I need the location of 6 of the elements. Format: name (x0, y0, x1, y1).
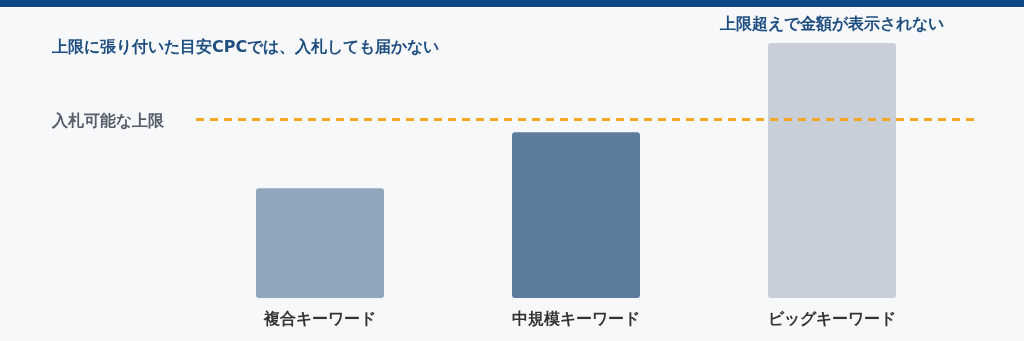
ref-line-label: 入札可能な上限 (51, 110, 165, 130)
chart-title: 上限に張り付いた目安CPCでは、入札しても届かない (51, 37, 440, 56)
x-tick-label: 複合キーワード (263, 309, 376, 328)
annotation: 上限超えで金額が表示されない (719, 14, 944, 33)
x-tick-label: 中規模キーワード (512, 309, 640, 328)
x-tick-label: ビッグキーワード (768, 309, 896, 328)
